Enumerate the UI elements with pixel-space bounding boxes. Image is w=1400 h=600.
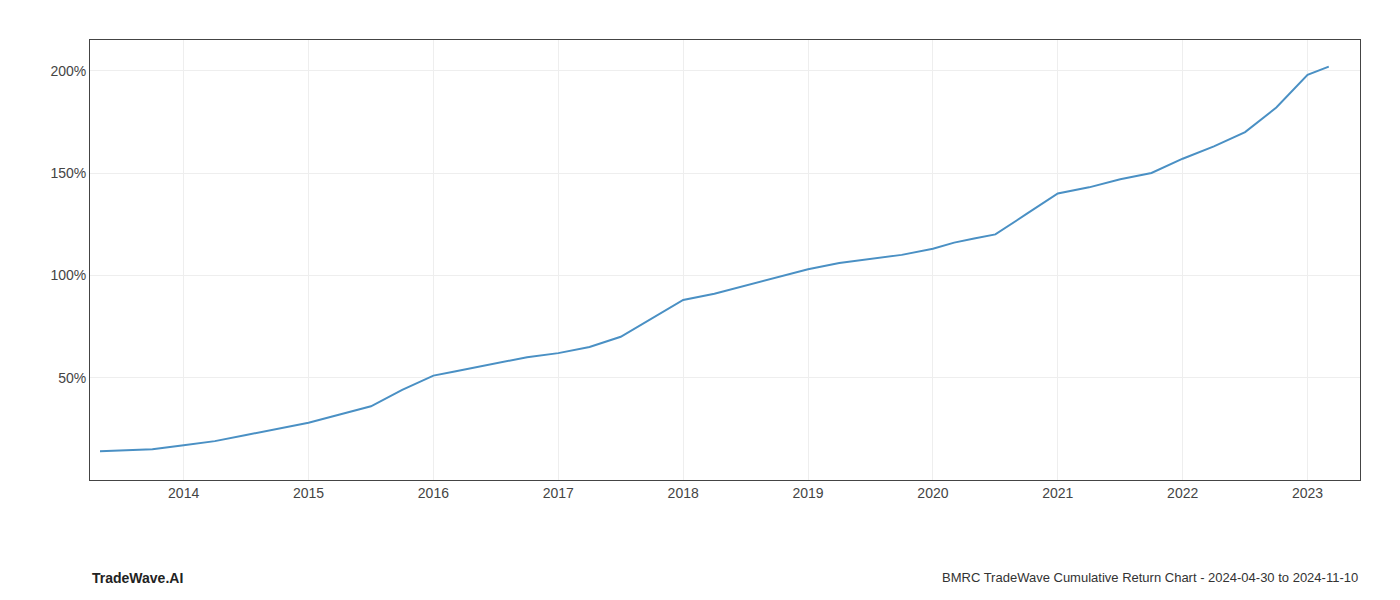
svg-text:2023: 2023 bbox=[1292, 485, 1323, 501]
svg-text:100%: 100% bbox=[50, 267, 86, 283]
svg-text:2014: 2014 bbox=[168, 485, 199, 501]
svg-text:2022: 2022 bbox=[1167, 485, 1198, 501]
svg-text:2019: 2019 bbox=[792, 485, 823, 501]
svg-text:50%: 50% bbox=[58, 370, 86, 386]
svg-text:2016: 2016 bbox=[418, 485, 449, 501]
svg-text:2017: 2017 bbox=[543, 485, 574, 501]
svg-text:150%: 150% bbox=[50, 165, 86, 181]
svg-text:BMRC TradeWave Cumulative Retu: BMRC TradeWave Cumulative Return Chart -… bbox=[942, 570, 1358, 585]
svg-text:2020: 2020 bbox=[917, 485, 948, 501]
svg-text:2021: 2021 bbox=[1042, 485, 1073, 501]
svg-text:2018: 2018 bbox=[668, 485, 699, 501]
svg-text:2015: 2015 bbox=[293, 485, 324, 501]
svg-text:TradeWave.AI: TradeWave.AI bbox=[92, 570, 183, 586]
svg-text:200%: 200% bbox=[50, 63, 86, 79]
